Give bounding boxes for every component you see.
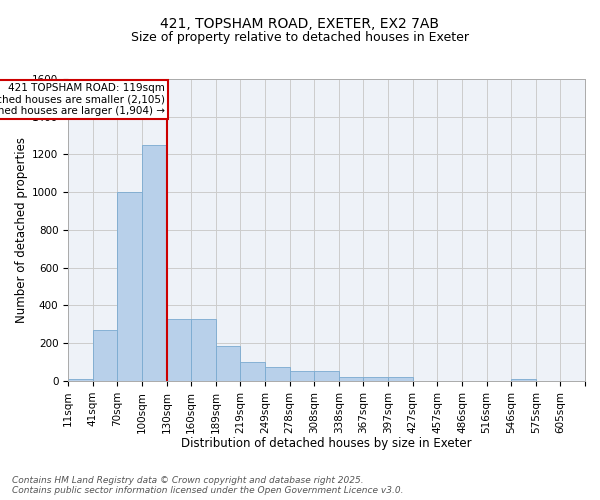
Text: Contains HM Land Registry data © Crown copyright and database right 2025.: Contains HM Land Registry data © Crown c… bbox=[12, 476, 364, 485]
Text: Size of property relative to detached houses in Exeter: Size of property relative to detached ho… bbox=[131, 31, 469, 44]
Text: Contains public sector information licensed under the Open Government Licence v3: Contains public sector information licen… bbox=[12, 486, 404, 495]
Bar bbox=[364, 377, 388, 381]
Bar bbox=[93, 330, 118, 381]
Bar bbox=[511, 379, 536, 381]
Bar bbox=[167, 318, 191, 381]
Y-axis label: Number of detached properties: Number of detached properties bbox=[15, 137, 28, 323]
Bar bbox=[265, 367, 290, 381]
Bar bbox=[241, 362, 265, 381]
Bar bbox=[68, 379, 93, 381]
Bar bbox=[388, 377, 413, 381]
Bar bbox=[191, 318, 216, 381]
Bar bbox=[290, 370, 314, 381]
X-axis label: Distribution of detached houses by size in Exeter: Distribution of detached houses by size … bbox=[181, 437, 472, 450]
Bar bbox=[339, 377, 364, 381]
Bar bbox=[216, 346, 241, 381]
Bar bbox=[118, 192, 142, 381]
Bar bbox=[314, 370, 339, 381]
Text: 421 TOPSHAM ROAD: 119sqm
← 52% of detached houses are smaller (2,105)
47% of sem: 421 TOPSHAM ROAD: 119sqm ← 52% of detach… bbox=[0, 83, 166, 116]
Bar bbox=[142, 145, 167, 381]
Text: 421, TOPSHAM ROAD, EXETER, EX2 7AB: 421, TOPSHAM ROAD, EXETER, EX2 7AB bbox=[161, 18, 439, 32]
